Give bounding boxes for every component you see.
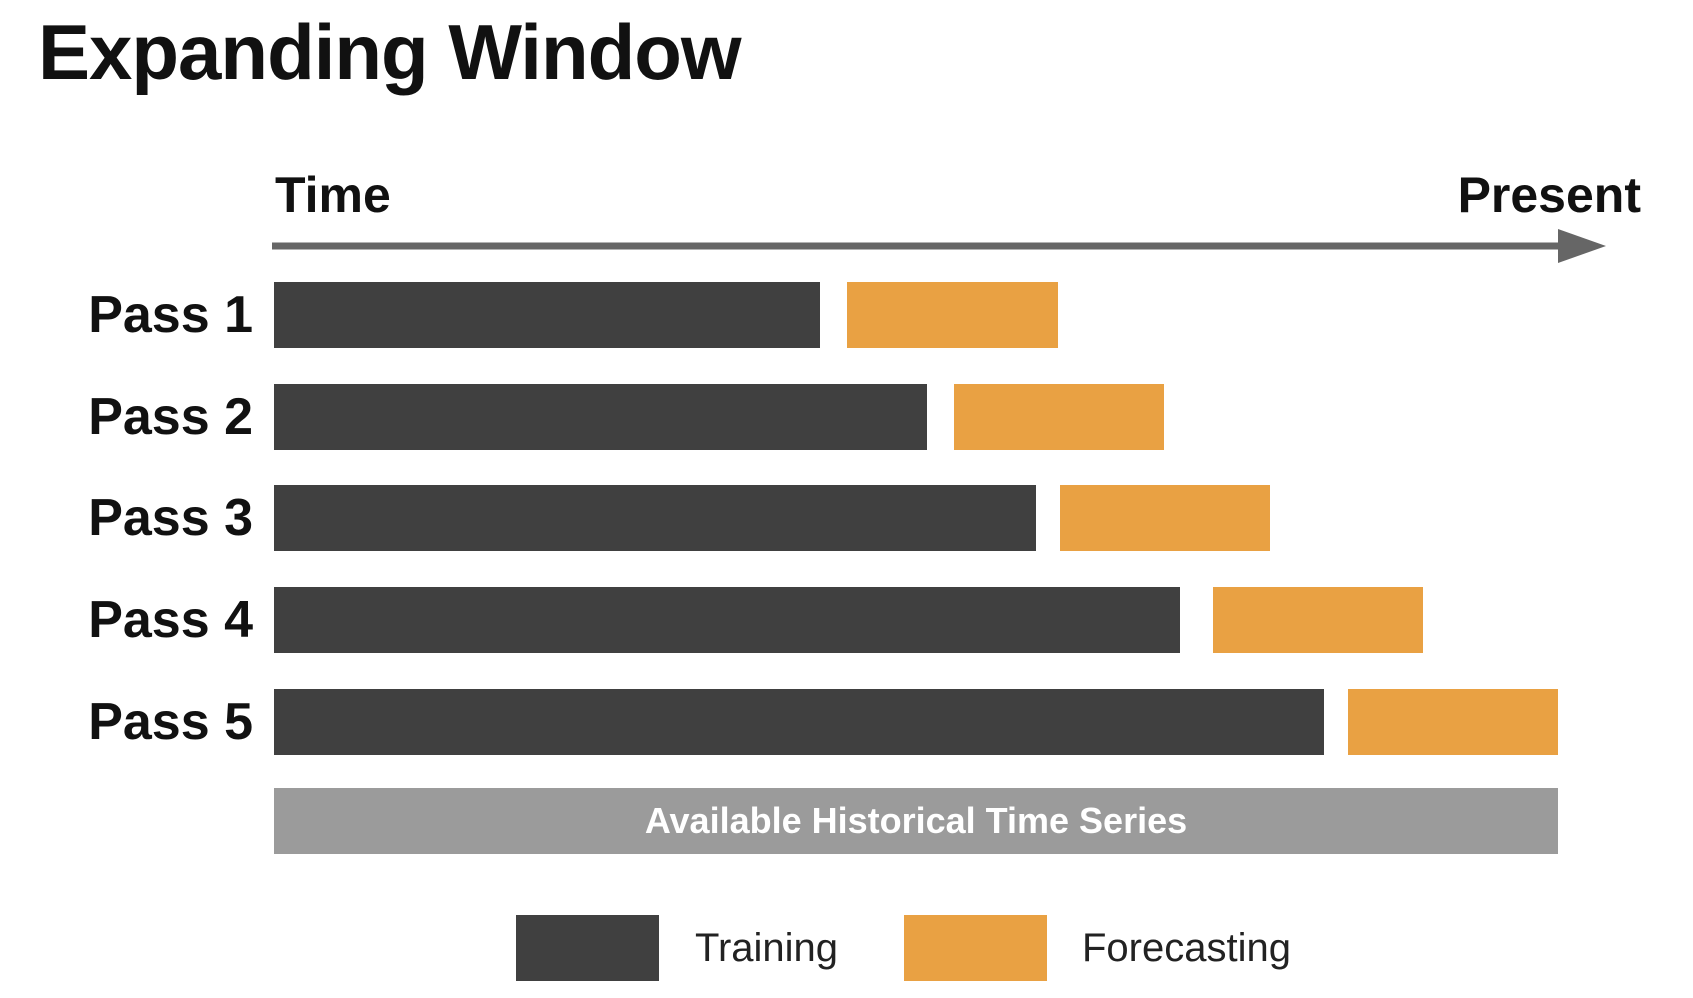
legend-label-forecasting: Forecasting bbox=[1082, 926, 1291, 970]
pass-row-5: Pass 5 bbox=[0, 689, 1693, 755]
forecasting-bar bbox=[847, 282, 1058, 348]
arrowhead-icon bbox=[1558, 229, 1606, 263]
legend-label-training: Training bbox=[695, 926, 839, 970]
pass-label: Pass 2 bbox=[88, 388, 253, 446]
pass-label: Pass 4 bbox=[88, 591, 253, 649]
legend-swatch-forecasting bbox=[904, 915, 1047, 981]
legend-swatch-training bbox=[516, 915, 659, 981]
training-bar bbox=[274, 689, 1325, 755]
axis-start-label: Time bbox=[275, 167, 391, 223]
pass-label: Pass 5 bbox=[88, 693, 253, 751]
training-bar bbox=[274, 485, 1036, 551]
pass-row-2: Pass 2 bbox=[0, 384, 1693, 450]
forecasting-bar bbox=[954, 384, 1165, 450]
diagram-title: Expanding Window bbox=[38, 8, 742, 96]
forecasting-bar bbox=[1347, 689, 1558, 755]
training-bar bbox=[274, 384, 927, 450]
pass-row-3: Pass 3 bbox=[0, 485, 1693, 551]
axis-end-label: Present bbox=[1457, 167, 1641, 223]
pass-row-1: Pass 1 bbox=[0, 282, 1693, 348]
training-bar bbox=[274, 587, 1181, 653]
forecasting-bar bbox=[1059, 485, 1270, 551]
forecasting-bar bbox=[1213, 587, 1424, 653]
pass-label: Pass 1 bbox=[88, 286, 253, 344]
historical-series-bar: Available Historical Time Series bbox=[274, 788, 1558, 854]
pass-label: Pass 3 bbox=[88, 489, 253, 547]
training-bar bbox=[274, 282, 821, 348]
time-axis-arrow bbox=[272, 229, 1606, 263]
pass-row-4: Pass 4 bbox=[0, 587, 1693, 653]
